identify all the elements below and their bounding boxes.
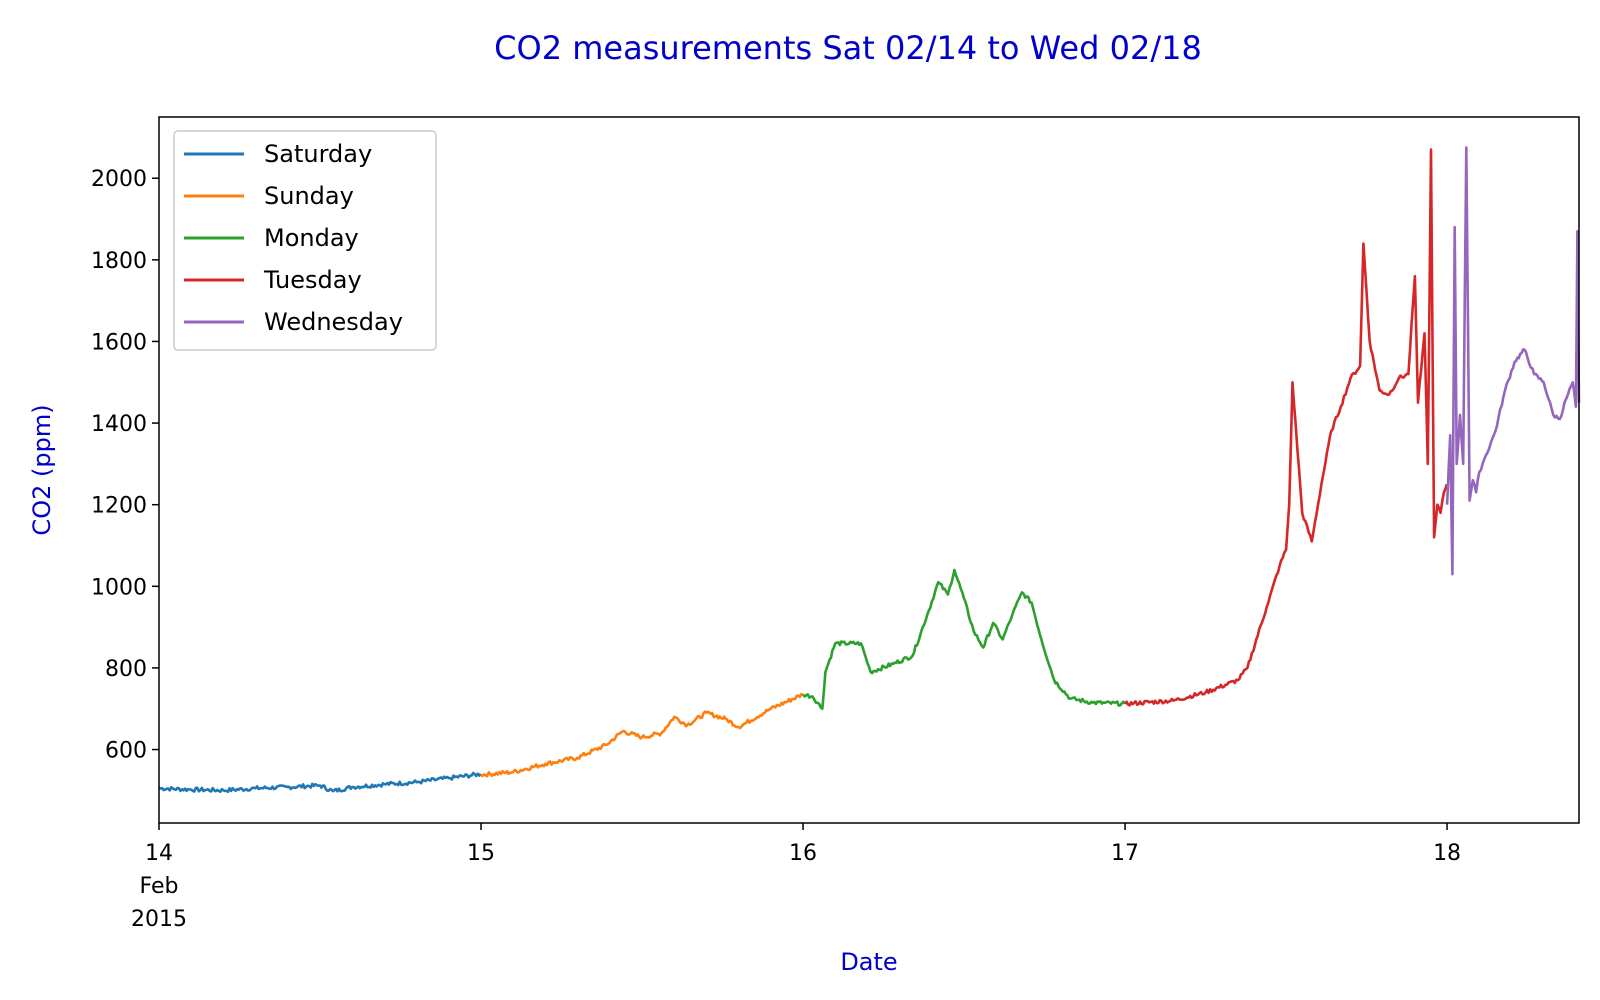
series-line-wednesday [1445,146,1581,576]
series-line-sunday [480,692,804,778]
x-axis-label: Date [840,948,897,976]
legend: Saturday Sunday Monday Tuesday Wednesday [173,130,437,351]
plot-frame [158,116,1580,824]
x-tick-label: Feb [140,874,179,899]
y-axis: 600 800 1000 1200 1400 1600 1800 2000 [91,167,159,764]
series-line-monday [802,568,1126,711]
legend-label-wednesday: Wednesday [264,308,403,336]
x-tick-label: 14 [145,841,173,866]
x-tick-label: 17 [1111,841,1139,866]
x-tick-label: 15 [467,841,495,866]
y-tick-label: 1800 [91,249,147,274]
y-tick-label: 600 [105,739,147,764]
y-tick-label: 1600 [91,330,147,355]
chart-title: CO2 measurements Sat 02/14 to Wed 02/18 [494,29,1202,67]
legend-box [173,130,437,351]
x-tick-label: 18 [1433,841,1461,866]
legend-label-monday: Monday [264,224,359,252]
y-axis-label: CO2 (ppm) [28,404,56,535]
series-line-tuesday [1123,148,1449,707]
x-axis: 14 Feb 2015 15 16 17 18 [131,823,1461,932]
series-layer [158,146,1581,794]
legend-label-sunday: Sunday [264,182,354,210]
y-tick-label: 1400 [91,412,147,437]
x-tick-label: 2015 [131,907,187,932]
series-line-saturday [158,771,482,794]
y-tick-label: 1000 [91,575,147,600]
x-tick-label: 16 [789,841,817,866]
y-tick-label: 2000 [91,167,147,192]
legend-label-saturday: Saturday [264,140,372,168]
y-tick-label: 1200 [91,494,147,519]
y-tick-label: 800 [105,657,147,682]
legend-label-tuesday: Tuesday [263,266,362,294]
